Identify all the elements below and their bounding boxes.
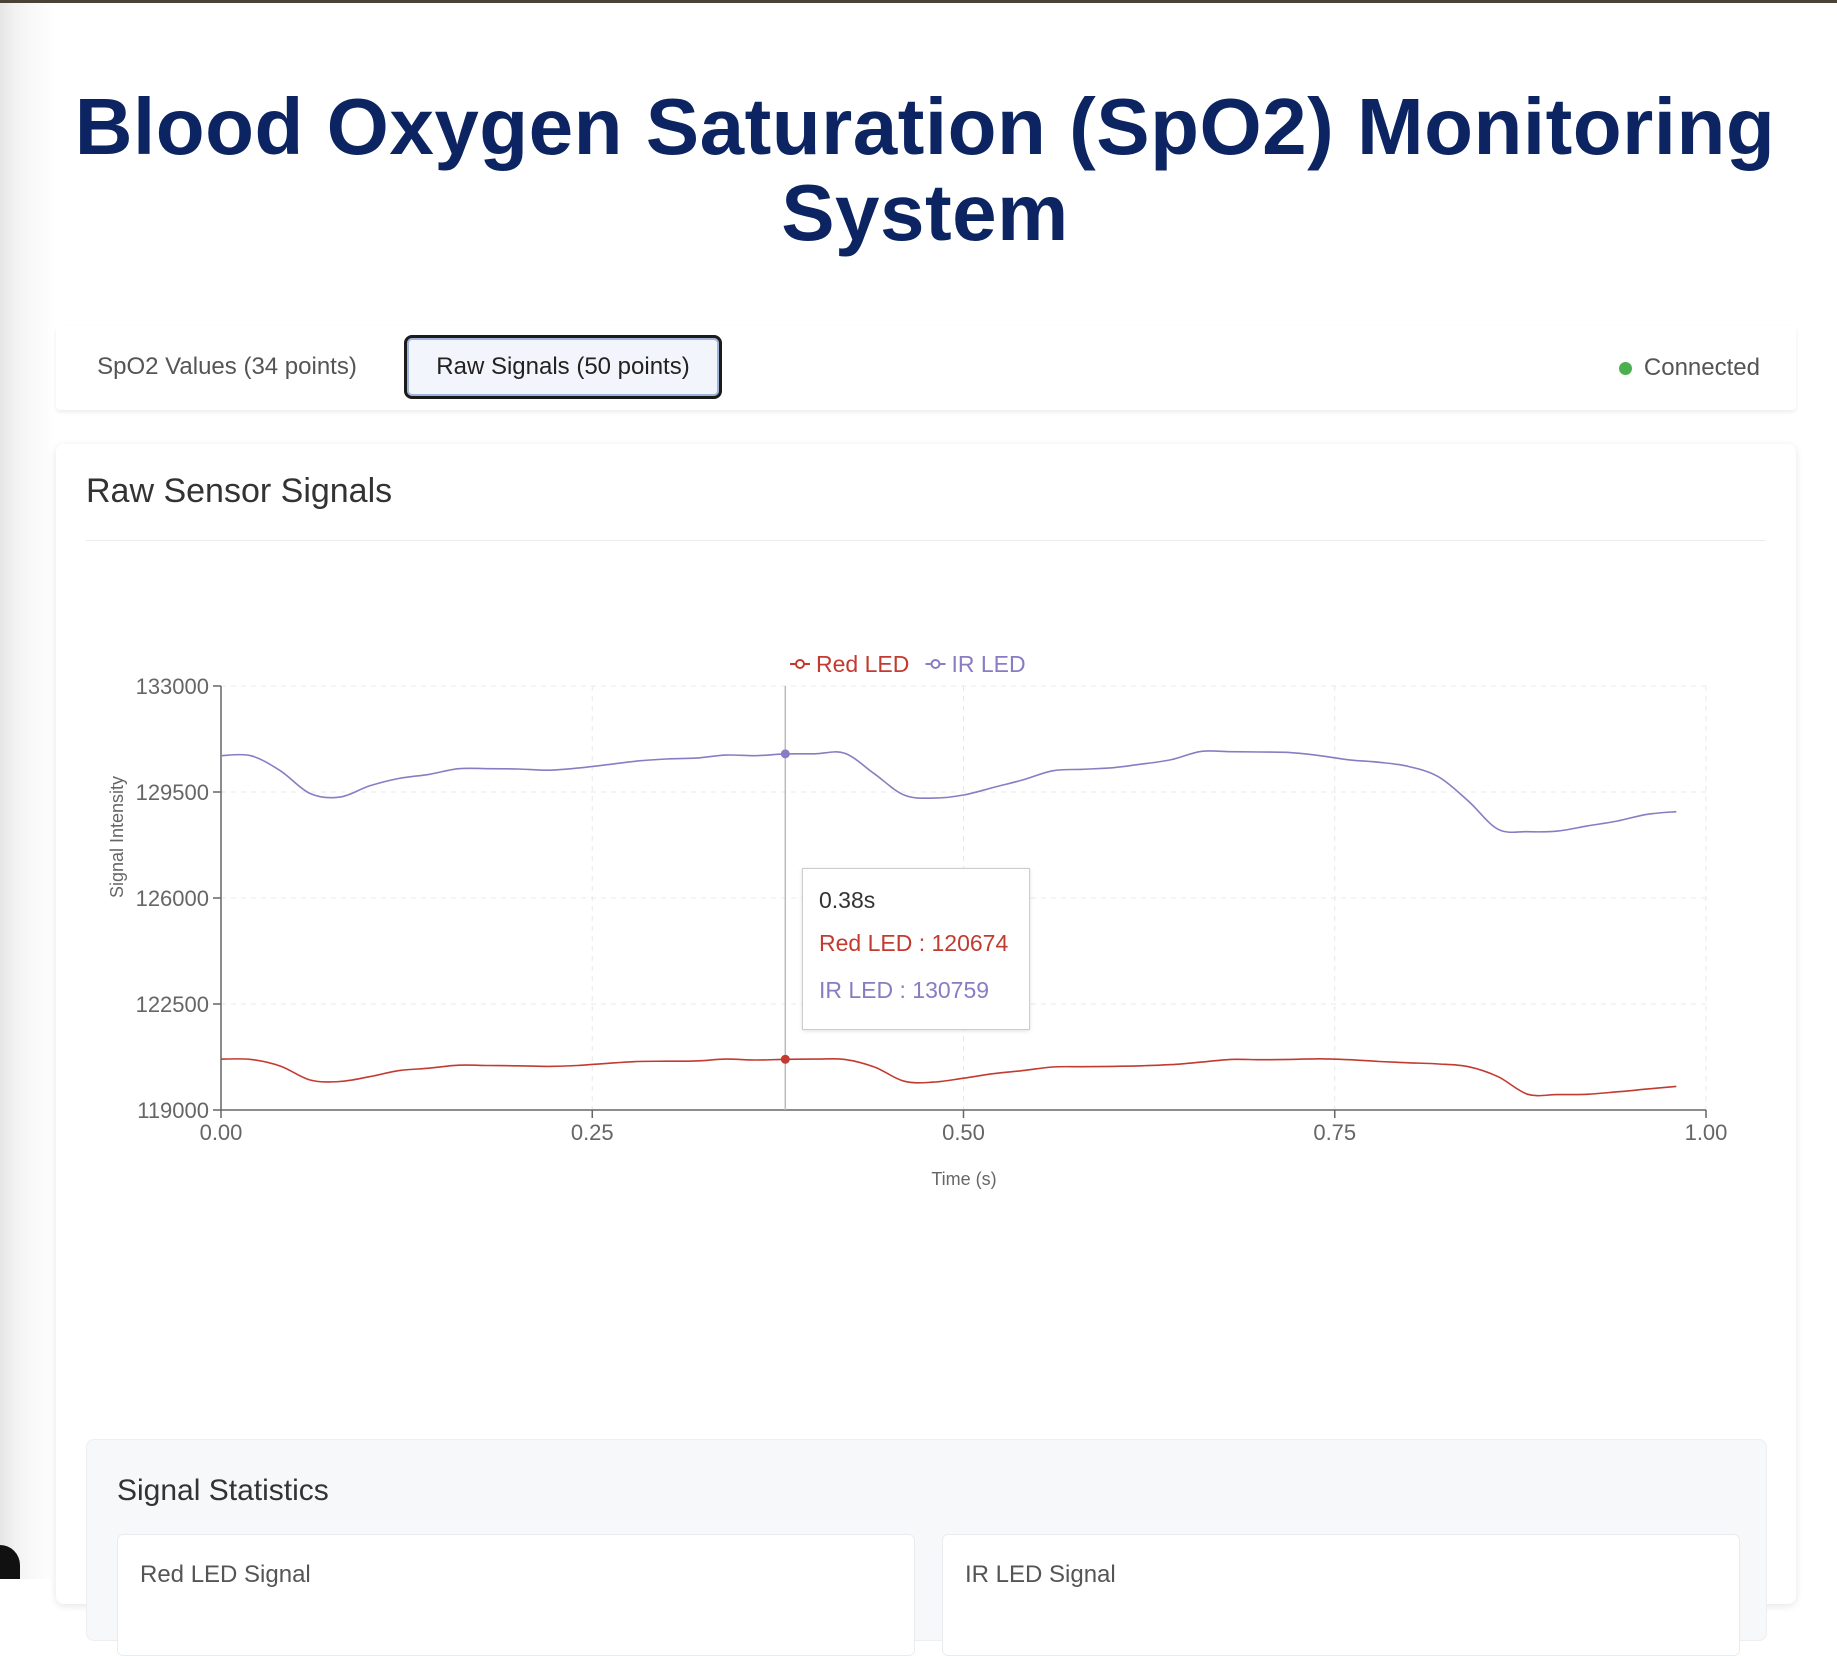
card-divider <box>86 540 1766 541</box>
status-dot-icon <box>1618 361 1632 375</box>
y-axis-title: Signal Intensity <box>107 776 127 898</box>
tooltip-red-value: Red LED : 120674 <box>819 930 1009 956</box>
window-top-rule <box>0 0 1837 3</box>
tab-raw-signals[interactable]: Raw Signals (50 points) <box>404 335 722 399</box>
legend-item-ir-led[interactable]: IR LED <box>925 651 1026 677</box>
y-tick-label: 119000 <box>137 1098 209 1123</box>
legend-marker-icon <box>930 659 941 669</box>
raw-signals-chart[interactable]: 0.00 0.25 0.50 0.75 1.00 133000 129500 126000 12… <box>0 0 1837 1250</box>
ir-led-stat-card: IR LED Signal <box>942 1534 1740 1656</box>
legend-label: Red LED <box>816 651 909 677</box>
ir-led-series-line <box>220 750 1677 834</box>
tab-bar: SpO2 Values (34 points) Raw Signals (50 … <box>56 326 1796 410</box>
x-tick-label: 0.50 <box>942 1120 985 1145</box>
red-led-stat-card: Red LED Signal <box>117 1534 915 1656</box>
y-tick-label: 126000 <box>136 886 209 911</box>
legend-item-red-led[interactable]: Red LED <box>790 651 909 677</box>
window-corner <box>0 1545 20 1579</box>
window-left-shadow <box>0 3 54 1579</box>
x-tick-label: 0.25 <box>571 1120 614 1145</box>
red-led-series-line <box>220 1057 1677 1097</box>
statistics-title: Signal Statistics <box>117 1474 329 1507</box>
tab-spo2-values[interactable]: SpO2 Values (34 points) <box>86 335 368 399</box>
signal-statistics: Signal Statistics Red LED Signal IR LED … <box>86 1439 1767 1656</box>
x-tick-label: 1.00 <box>1685 1120 1728 1145</box>
ir-led-active-point <box>780 749 790 759</box>
x-tick-label: 0.75 <box>1313 1120 1356 1145</box>
tooltip-ir-value: IR LED : 130759 <box>819 977 990 1003</box>
x-axis-title: Time (s) <box>931 1169 996 1189</box>
connection-status: Connected <box>1618 352 1760 384</box>
status-label: Connected <box>1643 354 1760 381</box>
chart-ticks: 0.00 0.25 0.50 0.75 1.00 133000 129500 126000 12… <box>136 674 1728 1145</box>
tooltip-time: 0.38s <box>819 887 876 913</box>
legend-marker-icon <box>795 659 805 669</box>
red-led-active-point <box>780 1054 790 1064</box>
y-tick-label: 129500 <box>136 780 209 805</box>
y-tick-label: 122500 <box>136 992 209 1017</box>
card-title: Raw Sensor Signals <box>86 472 393 510</box>
red-led-stat-label: Red LED Signal <box>140 1561 311 1588</box>
legend-label: IR LED <box>952 651 1026 677</box>
x-tick-label: 0.00 <box>200 1120 243 1145</box>
chart-tooltip: 0.38s Red LED : 120674 IR LED : 130759 <box>802 868 1030 1030</box>
y-tick-label: 133000 <box>136 674 209 699</box>
page-title: Blood Oxygen Saturation (SpO2) Monitorin… <box>74 82 1776 257</box>
ir-led-stat-label: IR LED Signal <box>965 1561 1116 1588</box>
chart-legend[interactable]: Red LED IR LED <box>790 651 1026 677</box>
chart-series <box>220 750 1677 1097</box>
chart-active-points <box>780 749 790 1064</box>
